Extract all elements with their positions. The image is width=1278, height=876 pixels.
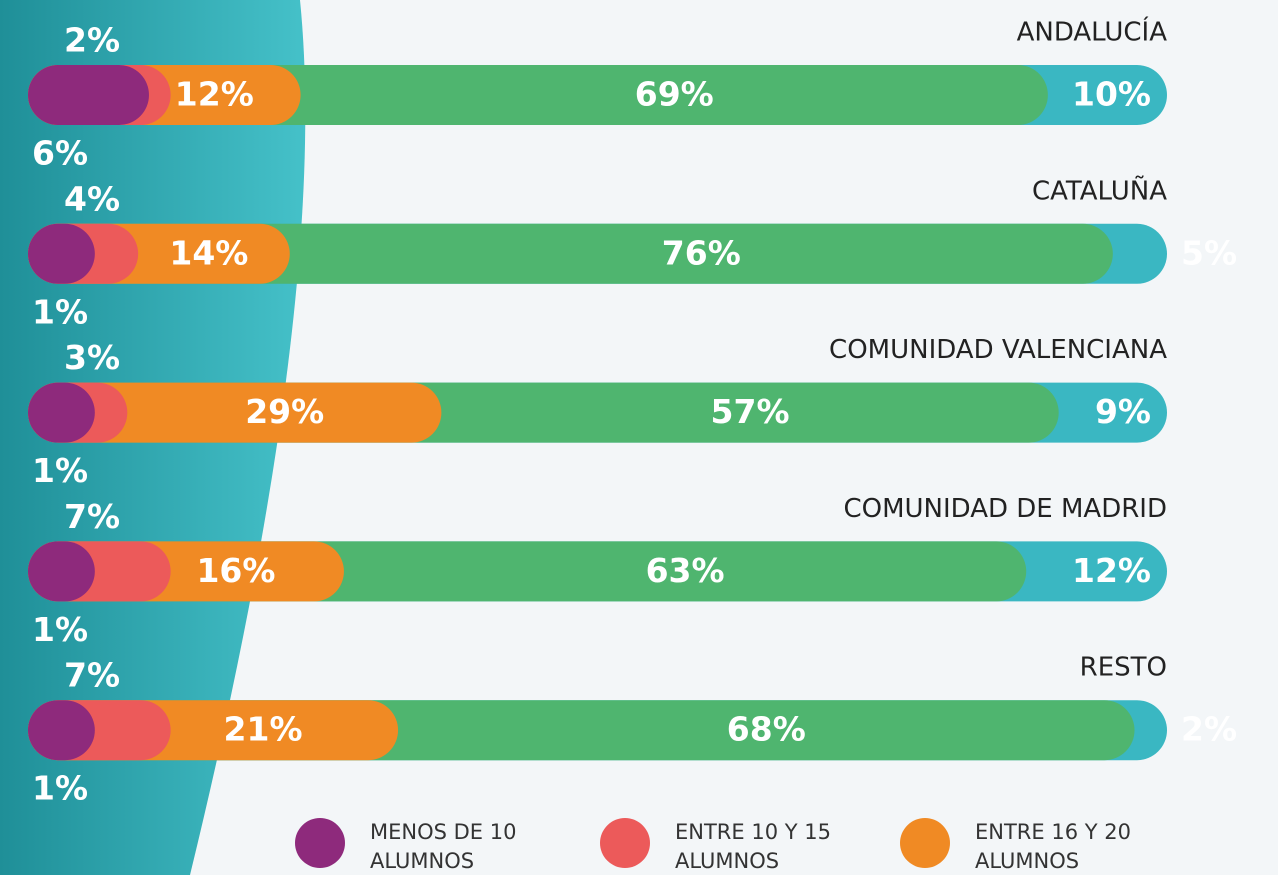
value-label: 2% [1181, 710, 1237, 749]
value-label: 29% [245, 392, 324, 431]
legend-marker [900, 818, 950, 868]
value-label: 21% [224, 710, 303, 749]
value-label: 5% [1181, 233, 1237, 272]
bar-segment [28, 700, 95, 760]
category-label: COMUNIDAD DE MADRID [843, 494, 1167, 524]
chart: ANDALUCÍA 6% 2% 12% 69% 10% CATALUÑA 1% 4% 14% 76%… [0, 0, 1278, 875]
value-label: 10% [1072, 75, 1151, 114]
legend-label: ENTRE 10 Y 15 ALUMNOS [675, 818, 855, 876]
value-label: 12% [175, 75, 254, 114]
legend-label: ENTRE 16 Y 20 ALUMNOS [975, 818, 1155, 876]
bar-segment [28, 541, 95, 601]
bar-segment [28, 224, 95, 284]
legend-marker [295, 818, 345, 868]
value-label: 1% [32, 292, 88, 331]
value-label: 16% [196, 551, 275, 590]
value-label: 9% [1095, 392, 1151, 431]
bar-segment [28, 65, 149, 125]
value-label: 57% [711, 392, 790, 431]
value-label: 68% [727, 710, 806, 749]
legend-marker [600, 818, 650, 868]
value-label: 14% [169, 233, 248, 272]
category-label: RESTO [1080, 653, 1167, 683]
value-label: 69% [635, 75, 714, 114]
value-label: 4% [64, 179, 120, 218]
category-label: ANDALUCÍA [1017, 16, 1168, 48]
value-label: 76% [662, 233, 741, 272]
value-label: 63% [646, 551, 725, 590]
value-label: 2% [64, 21, 120, 60]
page: ANDALUCÍA 6% 2% 12% 69% 10% CATALUÑA 1% 4% 14% 76%… [0, 0, 1278, 875]
value-label: 7% [64, 497, 120, 536]
value-label: 12% [1072, 551, 1151, 590]
legend-label: MENOS DE 10 ALUMNOS [370, 818, 550, 876]
value-label: 1% [32, 610, 88, 649]
category-label: COMUNIDAD VALENCIANA [829, 335, 1167, 365]
value-label: 3% [64, 338, 120, 377]
value-label: 1% [32, 451, 88, 490]
bar-segment [28, 383, 95, 443]
value-label: 6% [32, 134, 88, 173]
value-label: 1% [32, 769, 88, 808]
value-label: 7% [64, 656, 120, 695]
category-label: CATALUÑA [1032, 174, 1167, 206]
